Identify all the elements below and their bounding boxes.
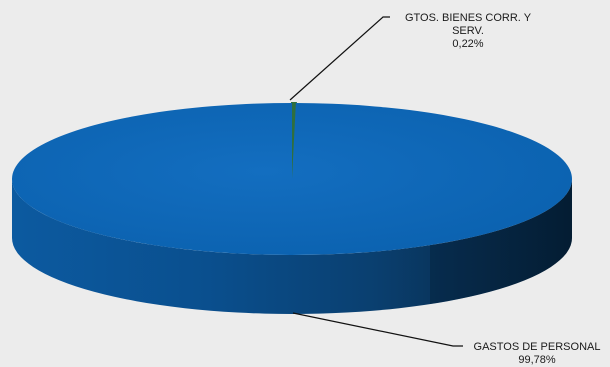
- pie-side: [12, 179, 572, 314]
- label-gtos-bienes-line1: GTOS. BIENES CORR. Y: [405, 12, 532, 24]
- label-gtos-bienes-line2: SERV.: [452, 25, 484, 37]
- pie-slice-gastos-personal: [11, 103, 572, 255]
- label-gtos-bienes-percent: 0,22%: [452, 38, 483, 50]
- leader-line-gtos-bienes: [289, 16, 390, 101]
- leader-line-gastos-personal: [292, 312, 463, 347]
- label-gastos-personal-percent: 99,78%: [518, 354, 556, 366]
- pie-side-shade: [430, 179, 572, 304]
- label-gastos-personal-line1: GASTOS DE PERSONAL: [474, 341, 601, 353]
- pie-slices: [11, 101, 572, 255]
- pie-slice-gtos-bienes: [291, 101, 297, 180]
